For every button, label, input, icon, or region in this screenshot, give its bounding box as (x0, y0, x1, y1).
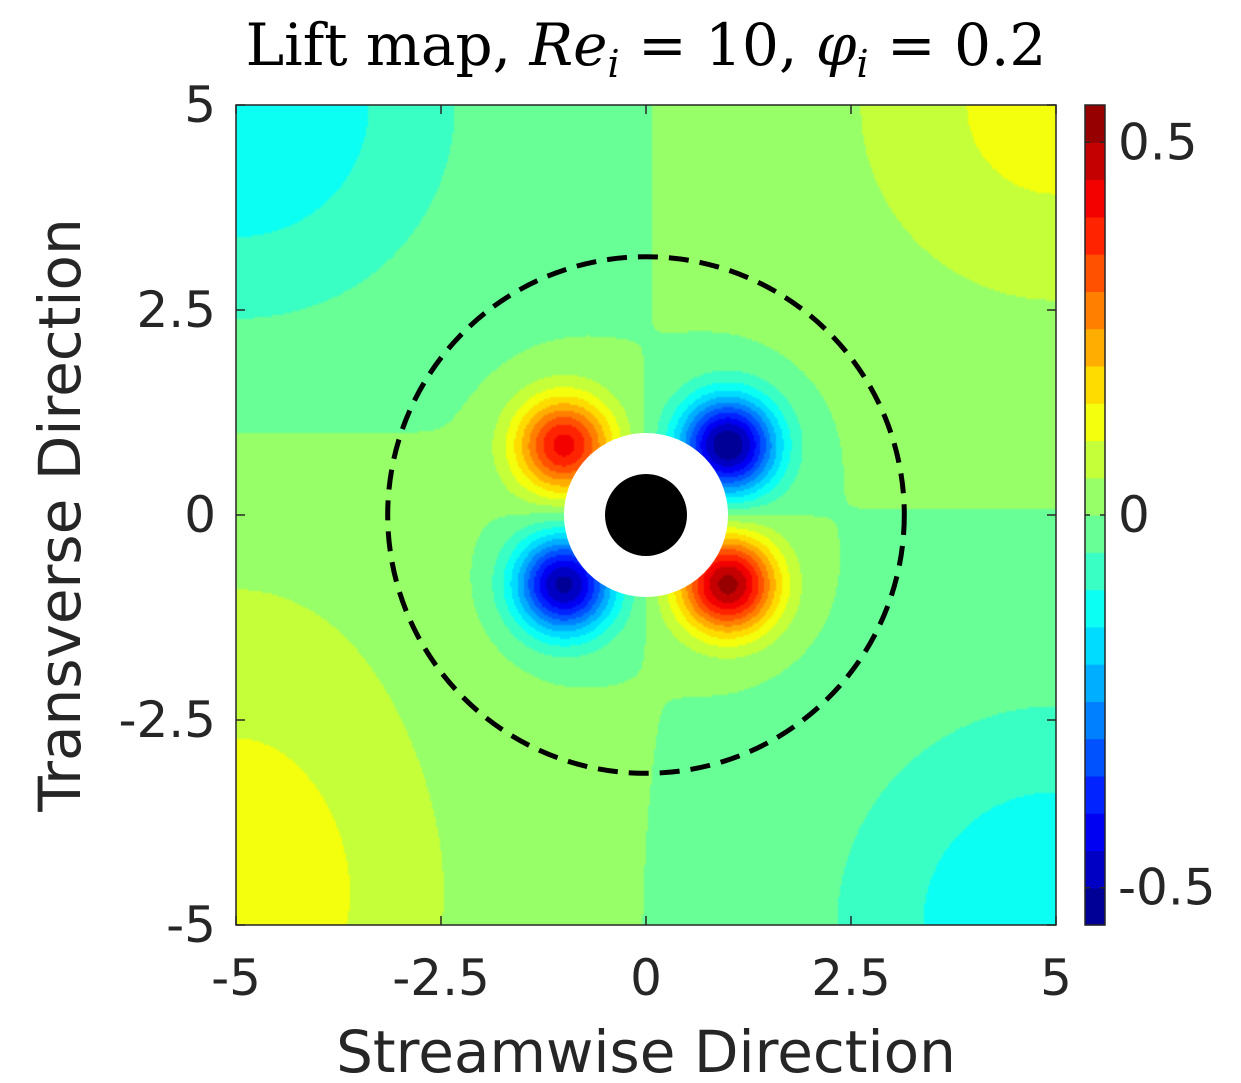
colorbar-band (1085, 775, 1105, 814)
colorbar: -0.5 0 0.5 (1084, 104, 1216, 926)
x-axis-label: Streamwise Direction (336, 1018, 956, 1083)
x-tick-label: 2.5 (811, 949, 891, 1007)
colorbar-band (1085, 365, 1105, 404)
colorbar-tick-label: 0 (1118, 486, 1150, 544)
colorbar-band (1085, 738, 1105, 777)
colorbar-band (1085, 813, 1105, 852)
colorbar-band (1085, 552, 1105, 591)
colorbar-band (1085, 850, 1105, 889)
y-axis-label: Transverse Direction (26, 218, 94, 812)
colorbar-ticks: -0.5 0 0.5 (1085, 113, 1216, 917)
colorbar-band (1085, 477, 1105, 516)
y-axis-ticks: -5 -2.5 0 2.5 5 (118, 76, 1056, 954)
colorbar-band (1085, 701, 1105, 740)
dashed-circle-boundary (385, 254, 907, 776)
colorbar-tick-label: 0.5 (1118, 113, 1198, 171)
y-tick-label: 5 (184, 76, 216, 134)
x-axis-ticks: -5 -2.5 0 2.5 5 (211, 105, 1072, 1007)
colorbar-band (1085, 887, 1105, 926)
colorbar-band (1085, 403, 1105, 442)
chart-title: Lift map, Rei = 10, φi = 0.2 (246, 11, 1047, 86)
x-tick-label: -5 (211, 949, 261, 1007)
y-tick-label: 0 (184, 486, 216, 544)
colorbar-tick-label: -0.5 (1118, 859, 1216, 917)
y-tick-label: -2.5 (118, 691, 216, 749)
y-tick-label: -5 (166, 896, 216, 954)
colorbar-band (1085, 626, 1105, 665)
x-tick-label: 5 (1040, 949, 1072, 1007)
colorbar-band (1085, 440, 1105, 479)
x-tick-label: -2.5 (392, 949, 490, 1007)
particle-disk (605, 474, 687, 556)
colorbar-band (1085, 254, 1105, 292)
colorbar-band (1085, 179, 1105, 218)
colorbar-band (1085, 291, 1105, 330)
x-tick-label: 0 (630, 949, 662, 1007)
colorbar-band (1085, 664, 1105, 702)
colorbar-band (1085, 216, 1105, 255)
colorbar-band (1085, 328, 1105, 367)
y-tick-label: 2.5 (136, 281, 216, 339)
colorbar-band (1085, 515, 1105, 553)
colorbar-band (1085, 142, 1105, 181)
colorbar-bands (1085, 105, 1105, 926)
colorbar-band (1085, 105, 1105, 143)
colorbar-band (1085, 589, 1105, 628)
